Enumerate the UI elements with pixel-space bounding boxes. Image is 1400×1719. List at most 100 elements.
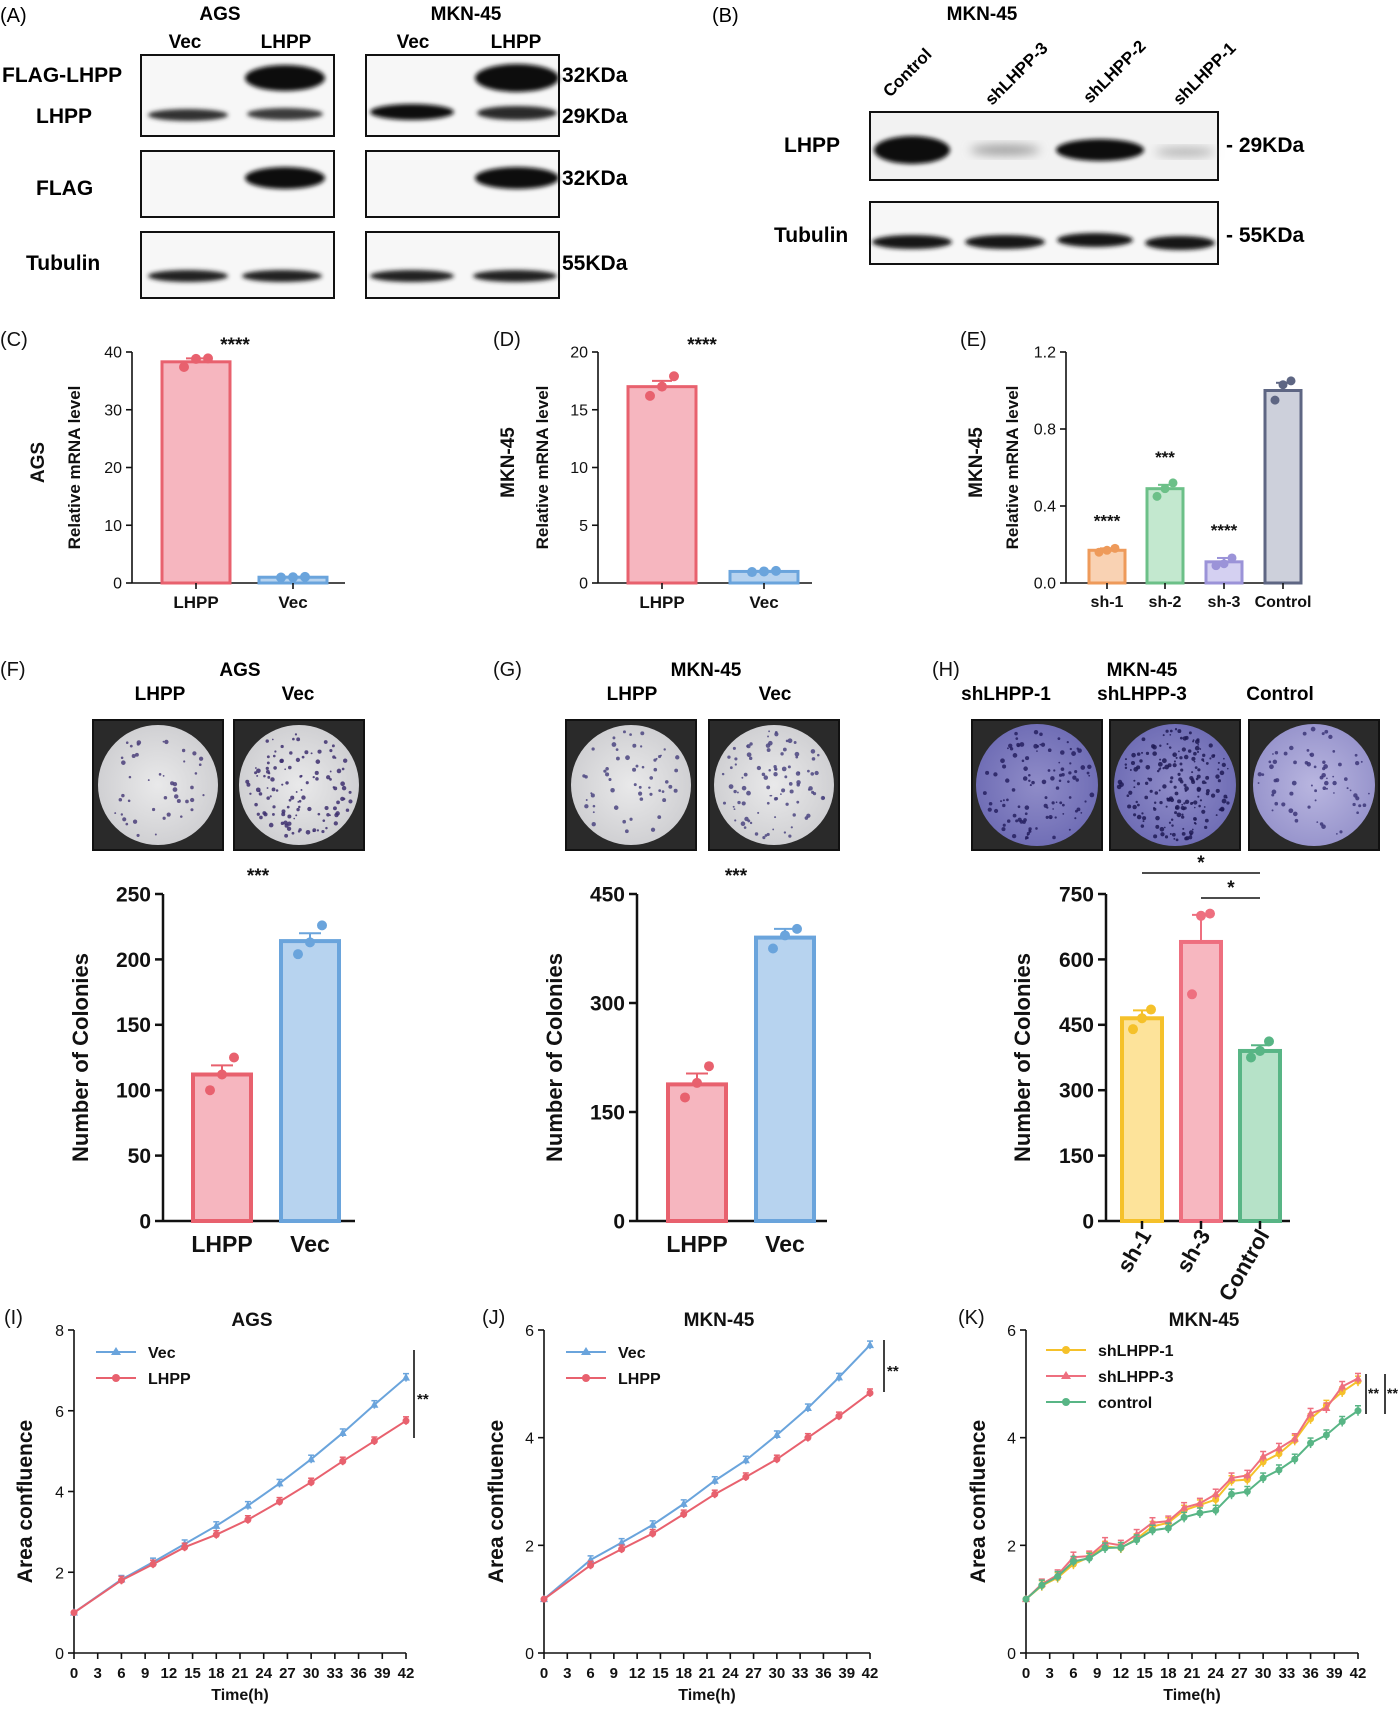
colony-dot	[1157, 761, 1163, 767]
colony-dot	[1310, 726, 1316, 732]
colony-dot	[1322, 760, 1326, 764]
colony-dot	[1000, 800, 1003, 803]
data-point	[1180, 1513, 1188, 1521]
colony-dot	[1313, 765, 1317, 769]
colony-dot	[789, 789, 794, 794]
x-tick-label: 33	[1279, 1665, 1296, 1682]
data-point	[402, 1373, 410, 1381]
colony-dot	[741, 801, 746, 806]
colony-dot	[1208, 743, 1213, 748]
colony-dot	[1191, 828, 1194, 831]
data-point	[1211, 1489, 1220, 1498]
colony-dot	[1022, 820, 1026, 824]
colony-dot	[134, 752, 139, 757]
colony-dot	[639, 745, 643, 748]
data-point	[1259, 1452, 1268, 1460]
colony-dot	[1069, 747, 1072, 751]
colony-dot	[1209, 757, 1212, 760]
colony-dot	[639, 797, 644, 801]
colony-dot	[162, 740, 165, 743]
colony-dot	[1288, 808, 1294, 814]
colony-dot	[1165, 805, 1168, 808]
colony-dot	[1140, 824, 1145, 828]
data-point	[768, 943, 778, 954]
colony-dot	[741, 776, 744, 779]
colony-dot	[267, 772, 271, 775]
blot-band	[247, 108, 323, 120]
data-point	[307, 1478, 315, 1486]
colony-dot	[129, 744, 133, 748]
blot-band	[370, 270, 454, 282]
colony-dot	[258, 792, 263, 796]
significance-label: ***	[247, 866, 270, 887]
data-point	[866, 1340, 874, 1349]
colony-dot	[1181, 813, 1184, 816]
colony-dot	[154, 833, 157, 836]
x-tick-label: 39	[1326, 1665, 1343, 1682]
data-point	[1290, 1434, 1299, 1442]
panel-a: (A) AGS MKN-45 Vec LHPP Vec LHPP FLAG-LH…	[0, 4, 628, 299]
y-tick-label: 600	[1059, 949, 1094, 972]
colony-dot	[1164, 764, 1170, 770]
y-tick-label: 0	[1007, 1646, 1016, 1663]
lane-label: Vec	[169, 32, 202, 53]
colony-dot	[329, 778, 332, 781]
x-tick-label: 15	[652, 1665, 669, 1682]
colony-dot	[1014, 731, 1018, 736]
x-tick-label: 6	[117, 1665, 125, 1682]
colony-dot	[1133, 813, 1137, 817]
blot-band	[1145, 236, 1215, 250]
colony-dot	[756, 765, 762, 771]
x-tick-label: 18	[675, 1665, 692, 1682]
colony-dot	[1084, 800, 1087, 803]
colony-dot	[985, 770, 990, 775]
colony-dot	[773, 772, 778, 777]
colony-dot	[1017, 817, 1022, 822]
y-tick-label: 0.0	[1034, 576, 1056, 593]
data-point	[773, 1455, 781, 1463]
colony-dot	[270, 777, 275, 782]
colony-dot	[1346, 787, 1349, 790]
colony-dot	[1128, 790, 1133, 795]
y-tick-label: 450	[590, 883, 625, 906]
side-label: MKN-45	[498, 427, 519, 498]
colony-dot	[1019, 742, 1025, 747]
data-point	[1128, 1024, 1138, 1035]
blot-band	[148, 109, 228, 121]
colony-dot	[1044, 796, 1048, 800]
significance-label: *	[1197, 853, 1205, 874]
colony-dots	[1257, 726, 1370, 835]
bar-chart-g: (G) 0 150 300 450 Number of Colonies LHPP Vec **…	[493, 659, 827, 1257]
panel-h-photos: MKN-45 shLHPP-1 shLHPP-3 Control	[961, 660, 1380, 851]
colony-dot	[1215, 774, 1220, 779]
x-tick-label: LHPP	[639, 593, 684, 612]
data-point	[305, 937, 315, 948]
colony-dot	[1193, 821, 1197, 825]
colony-dot	[1322, 766, 1326, 771]
colony-dot	[345, 808, 350, 812]
colony-dot	[1314, 799, 1317, 802]
colony-dot	[1025, 756, 1030, 761]
y-tick-label: 10	[570, 460, 588, 477]
colony-dot	[591, 822, 596, 827]
kda-label: 55KDa	[562, 252, 628, 275]
colony-dot	[1179, 780, 1184, 784]
significance-label: *	[1227, 878, 1235, 899]
colony-dot	[1193, 760, 1196, 763]
colony-dot	[774, 816, 777, 819]
legend-marker	[1062, 1346, 1070, 1354]
colony-dot	[1021, 759, 1025, 763]
colony-dot	[1046, 806, 1049, 809]
blot-band	[473, 270, 557, 282]
blot-row-label: Tubulin	[26, 252, 100, 275]
colony-dot	[1194, 818, 1197, 821]
legend-marker	[581, 1347, 591, 1355]
colony-dot	[301, 755, 305, 759]
x-tick-label: 18	[1160, 1665, 1177, 1682]
colony-dot	[732, 805, 735, 808]
colony-dot	[766, 748, 771, 752]
data-point	[1110, 543, 1120, 553]
colony-dot	[1309, 753, 1312, 756]
colony-dots	[1116, 728, 1230, 842]
colony-dot	[1023, 766, 1028, 771]
